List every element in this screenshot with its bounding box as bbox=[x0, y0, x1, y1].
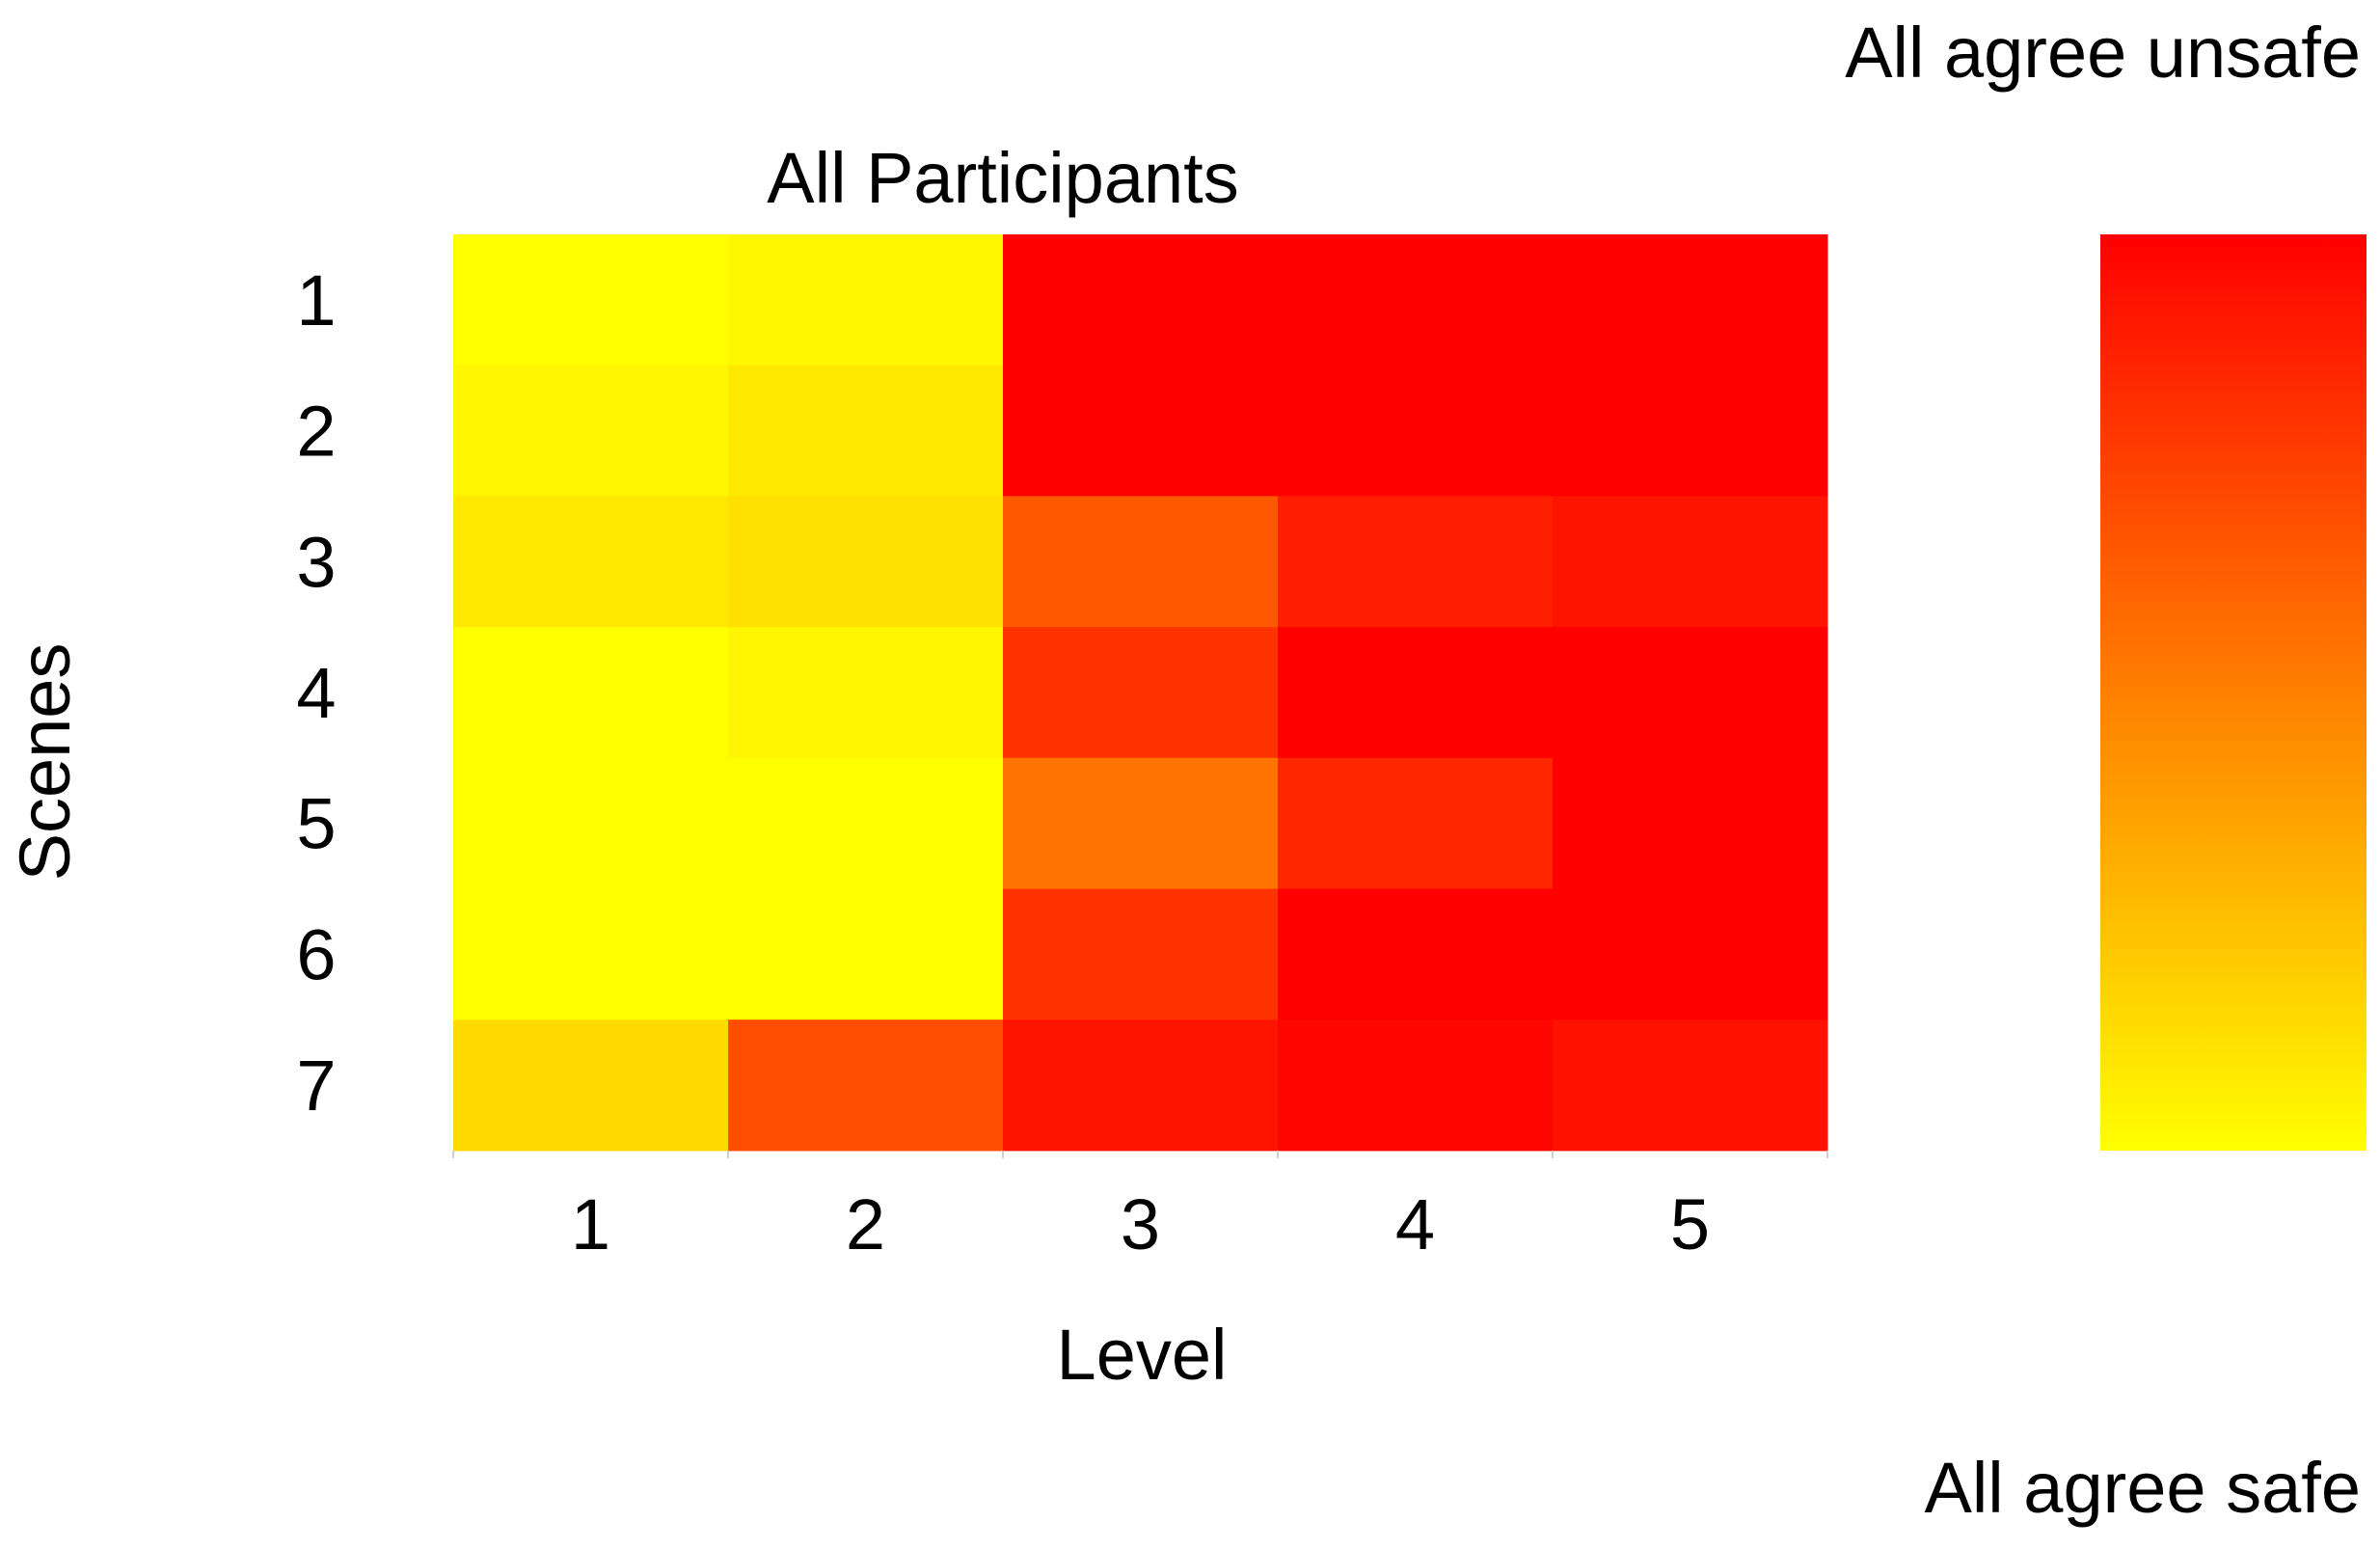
heatmap-cell-scene-7-level-1 bbox=[453, 1019, 729, 1152]
heatmap-cell-scene-1-level-5 bbox=[1553, 234, 1828, 367]
heatmap-cell-scene-4-level-1 bbox=[453, 627, 729, 759]
heatmap-cell-scene-4-level-5 bbox=[1553, 627, 1828, 759]
y-tick-label-1: 1 bbox=[296, 260, 336, 340]
x-axis-label: Level bbox=[1057, 1315, 1228, 1395]
heatmap-cells bbox=[453, 234, 1828, 1152]
colorbar bbox=[2100, 234, 2366, 1151]
heatmap-cell-scene-6-level-5 bbox=[1553, 888, 1828, 1020]
x-tick-label-5: 5 bbox=[1670, 1184, 1710, 1264]
y-tick-label-4: 4 bbox=[296, 653, 336, 733]
heatmap-cell-scene-7-level-5 bbox=[1553, 1019, 1828, 1152]
y-tick-label-6: 6 bbox=[296, 914, 336, 994]
x-tick-marks bbox=[452, 1150, 1828, 1158]
heatmap-cell-scene-3-level-3 bbox=[1003, 496, 1279, 628]
heatmap-cell-scene-4-level-4 bbox=[1278, 627, 1554, 759]
heatmap-cell-scene-6-level-4 bbox=[1278, 888, 1554, 1020]
heatmap-cell-scene-6-level-1 bbox=[453, 888, 729, 1020]
x-tick-label-4: 4 bbox=[1395, 1184, 1435, 1264]
y-tick-label-7: 7 bbox=[296, 1046, 336, 1126]
heatmap-cell-scene-2-level-3 bbox=[1003, 365, 1279, 497]
x-tick-label-2: 2 bbox=[846, 1184, 885, 1264]
y-tick-labels: 1 2 3 4 5 6 7 bbox=[296, 260, 336, 1126]
heatmap-cell-scene-3-level-4 bbox=[1278, 496, 1554, 628]
heatmap-cell-scene-1-level-4 bbox=[1278, 234, 1554, 367]
y-tick-label-3: 3 bbox=[296, 522, 336, 602]
heatmap-cell-scene-3-level-2 bbox=[728, 496, 1004, 628]
heatmap-cell-scene-6-level-3 bbox=[1003, 888, 1279, 1020]
heatmap-cell-scene-2-level-1 bbox=[453, 365, 729, 497]
x-tick-label-1: 1 bbox=[571, 1184, 610, 1264]
heatmap-cell-scene-6-level-2 bbox=[728, 888, 1004, 1020]
heatmap-cell-scene-2-level-4 bbox=[1278, 365, 1554, 497]
chart-title: All Participants bbox=[767, 138, 1238, 218]
heatmap-cell-scene-4-level-3 bbox=[1003, 627, 1279, 759]
colorbar-top-label: All agree unsafe bbox=[1845, 13, 2361, 93]
heatmap-cell-scene-5-level-3 bbox=[1003, 757, 1279, 889]
heatmap-cell-scene-3-level-1 bbox=[453, 496, 729, 628]
heatmap-cell-scene-1-level-1 bbox=[453, 234, 729, 367]
heatmap-cell-scene-5-level-1 bbox=[453, 757, 729, 889]
heatmap-cell-scene-7-level-3 bbox=[1003, 1019, 1279, 1152]
x-tick-label-3: 3 bbox=[1121, 1184, 1160, 1264]
x-tick-labels: 1 2 3 4 5 bbox=[571, 1184, 1710, 1264]
heatmap-cell-scene-5-level-2 bbox=[728, 757, 1004, 889]
heatmap-cell-scene-7-level-2 bbox=[728, 1019, 1004, 1152]
heatmap-cell-scene-2-level-5 bbox=[1553, 365, 1828, 497]
heatmap-cell-scene-1-level-2 bbox=[728, 234, 1004, 367]
heatmap-cell-scene-4-level-2 bbox=[728, 627, 1004, 759]
heatmap-cell-scene-3-level-5 bbox=[1553, 496, 1828, 628]
heatmap-cell-scene-5-level-5 bbox=[1553, 757, 1828, 889]
colorbar-bottom-label: All agree safe bbox=[1925, 1448, 2362, 1528]
y-axis-label: Scenes bbox=[5, 643, 85, 882]
y-tick-label-5: 5 bbox=[296, 784, 336, 864]
heatmap-cell-scene-7-level-4 bbox=[1278, 1019, 1554, 1152]
heatmap-cell-scene-1-level-3 bbox=[1003, 234, 1279, 367]
y-tick-label-2: 2 bbox=[296, 392, 336, 472]
heatmap-cell-scene-2-level-2 bbox=[728, 365, 1004, 497]
heatmap-cell-scene-5-level-4 bbox=[1278, 757, 1554, 889]
